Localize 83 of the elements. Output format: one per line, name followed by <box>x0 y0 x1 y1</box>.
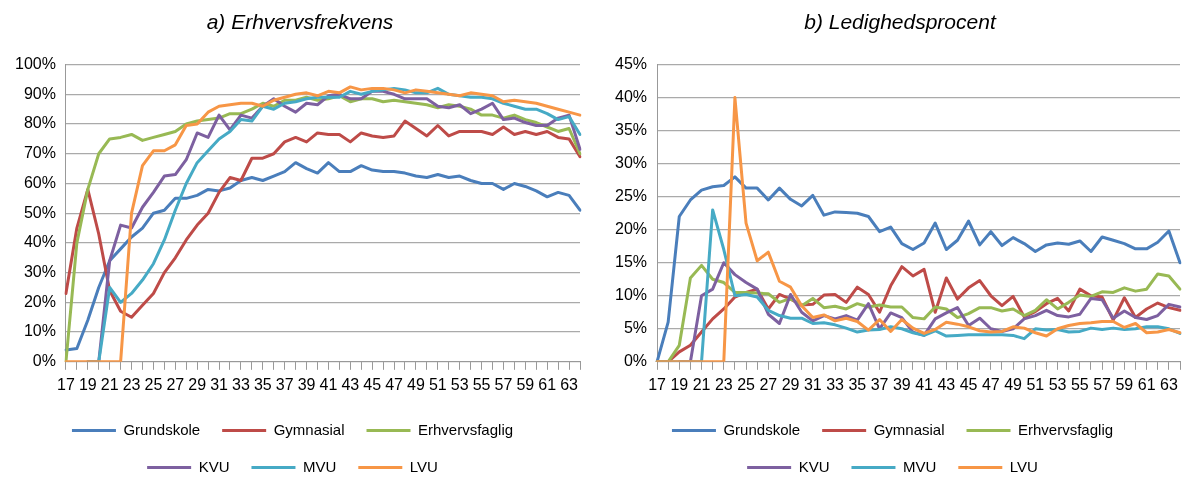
y-tick-label: 30% <box>614 154 648 172</box>
x-tick-label: 53 <box>1048 375 1067 393</box>
y-tick-label: 40% <box>614 88 648 106</box>
x-tick-label: 51 <box>428 375 447 393</box>
y-tick-label: 70% <box>23 144 56 162</box>
x-tick-label: 17 <box>648 375 667 393</box>
x-tick-label: 43 <box>341 375 360 393</box>
x-tick-label: 53 <box>450 375 469 393</box>
x-tick-label: 33 <box>826 375 845 393</box>
x-tick-label: 49 <box>407 375 425 393</box>
x-tick-label: 35 <box>253 375 272 393</box>
x-tick-label: 39 <box>892 375 911 393</box>
x-tick-label: 29 <box>188 375 207 393</box>
x-tick-label: 45 <box>363 375 382 393</box>
x-tick-label: 63 <box>560 375 579 393</box>
x-tick-label: 37 <box>275 375 294 393</box>
y-tick-label: 20% <box>614 220 648 238</box>
x-tick-label: 43 <box>937 375 956 393</box>
x-tick-label: 47 <box>981 375 1000 393</box>
x-tick-label: 35 <box>848 375 867 393</box>
x-tick-label: 63 <box>1159 375 1178 393</box>
y-tick-label: 100% <box>15 55 56 73</box>
x-tick-label: 61 <box>538 375 557 393</box>
x-tick-label: 31 <box>803 375 822 393</box>
y-tick-label: 10% <box>23 322 56 340</box>
x-tick-label: 47 <box>385 375 404 393</box>
x-tick-label: 25 <box>737 375 756 393</box>
x-tick-label: 27 <box>166 375 185 393</box>
y-tick-label: 0% <box>623 352 648 370</box>
x-tick-label: 19 <box>670 375 689 393</box>
y-tick-label: 60% <box>23 173 56 191</box>
x-tick-label: 41 <box>915 375 934 393</box>
chart-title: b) Ledighedsprocent <box>803 10 998 34</box>
x-tick-label: 37 <box>870 375 889 393</box>
x-tick-label: 57 <box>494 375 513 393</box>
y-tick-label: 90% <box>23 84 56 102</box>
legend-label: Gymnasial <box>273 420 345 438</box>
x-tick-label: 57 <box>1093 375 1112 393</box>
legend-label: KVU <box>798 457 830 475</box>
y-tick-label: 5% <box>623 319 648 337</box>
x-tick-label: 41 <box>319 375 338 393</box>
legend-label: LVU <box>1009 457 1038 475</box>
x-tick-label: 21 <box>692 375 711 393</box>
legend-label: Erhvervsfaglig <box>1018 420 1114 438</box>
y-tick-label: 45% <box>614 55 648 73</box>
y-tick-label: 15% <box>614 253 648 271</box>
y-tick-label: 35% <box>614 121 648 139</box>
x-tick-label: 39 <box>297 375 316 393</box>
x-tick-label: 31 <box>210 375 229 393</box>
x-tick-label: 59 <box>1115 375 1134 393</box>
x-tick-label: 23 <box>122 375 141 393</box>
y-tick-label: 30% <box>23 263 56 281</box>
legend-label: Erhvervsfaglig <box>418 420 514 438</box>
chart-title: a) Erhvervsfrekvens <box>205 10 395 34</box>
x-tick-label: 45 <box>959 375 978 393</box>
x-tick-label: 19 <box>78 375 97 393</box>
x-tick-label: 25 <box>144 375 163 393</box>
legend-label: MVU <box>302 457 337 475</box>
y-tick-label: 25% <box>614 187 648 205</box>
y-tick-label: 80% <box>23 114 56 132</box>
y-tick-label: 0% <box>32 352 56 370</box>
legend-label: Grundskole <box>723 420 801 438</box>
x-tick-label: 17 <box>57 375 75 393</box>
x-tick-label: 21 <box>100 375 119 393</box>
y-tick-label: 50% <box>23 203 56 221</box>
x-tick-label: 29 <box>781 375 800 393</box>
y-tick-label: 20% <box>23 292 56 310</box>
legend-label: KVU <box>198 457 230 475</box>
legend-label: Gymnasial <box>873 420 945 438</box>
x-tick-label: 49 <box>1004 375 1023 393</box>
x-tick-label: 23 <box>714 375 733 393</box>
legend-label: Grundskole <box>123 420 201 438</box>
y-tick-label: 10% <box>614 286 648 304</box>
y-tick-label: 40% <box>23 233 56 251</box>
x-tick-label: 27 <box>759 375 778 393</box>
x-tick-label: 33 <box>232 375 250 393</box>
x-tick-label: 55 <box>1070 375 1089 393</box>
legend-label: MVU <box>902 457 937 475</box>
legend-label: LVU <box>409 457 438 475</box>
x-tick-label: 59 <box>516 375 535 393</box>
x-tick-label: 55 <box>472 375 491 393</box>
x-tick-label: 51 <box>1026 375 1045 393</box>
x-tick-label: 61 <box>1137 375 1156 393</box>
